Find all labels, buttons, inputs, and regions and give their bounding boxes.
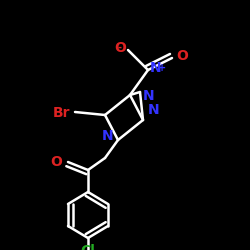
Text: N: N <box>143 89 154 103</box>
Text: Cl: Cl <box>80 244 96 250</box>
Text: O: O <box>114 41 126 55</box>
Text: N: N <box>102 129 113 143</box>
Text: O: O <box>50 155 62 169</box>
Text: O: O <box>176 49 188 63</box>
Text: N: N <box>150 61 162 75</box>
Text: -: - <box>118 43 122 53</box>
Text: Br: Br <box>52 106 70 120</box>
Text: N: N <box>148 103 160 117</box>
Text: +: + <box>158 63 166 73</box>
